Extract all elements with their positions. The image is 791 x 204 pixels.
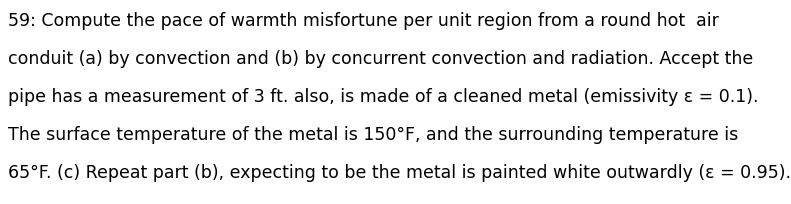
Text: conduit (a) by convection and (b) by concurrent convection and radiation. Accept: conduit (a) by convection and (b) by con… [8,50,753,68]
Text: 59: Compute the pace of warmth misfortune per unit region from a round hot  air: 59: Compute the pace of warmth misfortun… [8,12,719,30]
Text: The surface temperature of the metal is 150°F, and the surrounding temperature i: The surface temperature of the metal is … [8,126,738,144]
Text: pipe has a measurement of 3 ft. also, is made of a cleaned metal (emissivity ε =: pipe has a measurement of 3 ft. also, is… [8,88,759,106]
Text: 65°F. (c) Repeat part (b), expecting to be the metal is painted white outwardly : 65°F. (c) Repeat part (b), expecting to … [8,164,791,182]
